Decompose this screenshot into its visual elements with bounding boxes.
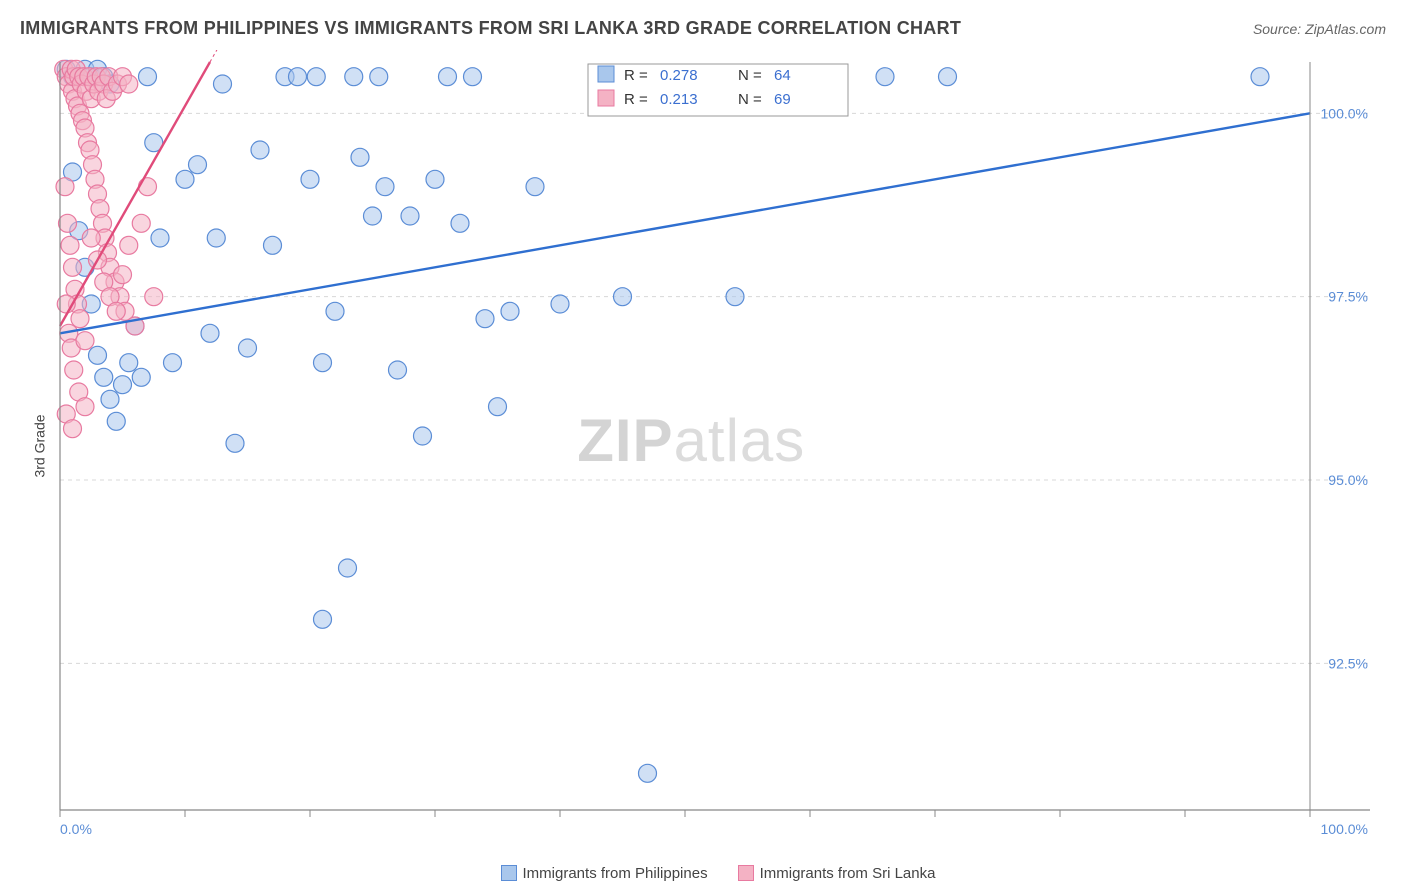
- data-point: [120, 236, 138, 254]
- data-point: [876, 68, 894, 86]
- data-point: [526, 178, 544, 196]
- legend-r-value: 0.213: [660, 91, 698, 108]
- plot-area: 92.5% 95.0% 97.5% 100.0% ZIPatlas 0.0% 100.0% R…: [50, 50, 1386, 852]
- data-point: [76, 332, 94, 350]
- data-point: [139, 68, 157, 86]
- data-point: [314, 354, 332, 372]
- data-point: [464, 68, 482, 86]
- y-tick-label: 100.0%: [1321, 105, 1368, 121]
- legend-r-label: R =: [624, 67, 648, 84]
- legend-label: Immigrants from Sri Lanka: [760, 865, 936, 882]
- data-point: [61, 236, 79, 254]
- watermark: ZIPatlas: [577, 407, 805, 474]
- data-point: [65, 361, 83, 379]
- x-axis-start-label: 0.0%: [60, 821, 92, 837]
- data-point: [114, 266, 132, 284]
- data-point: [164, 354, 182, 372]
- legend-swatch: [738, 865, 754, 881]
- data-point: [239, 339, 257, 357]
- data-point: [132, 368, 150, 386]
- y-tick-label: 92.5%: [1328, 655, 1368, 671]
- data-point: [64, 420, 82, 438]
- data-point: [176, 170, 194, 188]
- data-point: [139, 178, 157, 196]
- data-point: [339, 559, 357, 577]
- data-point: [726, 288, 744, 306]
- legend-n-value: 69: [774, 91, 791, 108]
- data-point: [95, 368, 113, 386]
- legend-label: Immigrants from Philippines: [523, 865, 708, 882]
- data-point: [1251, 68, 1269, 86]
- data-point: [351, 148, 369, 166]
- data-point: [501, 302, 519, 320]
- y-tick-label: 97.5%: [1328, 289, 1368, 305]
- data-point: [639, 764, 657, 782]
- data-point: [226, 434, 244, 452]
- data-point: [201, 324, 219, 342]
- data-point: [114, 376, 132, 394]
- data-point: [89, 346, 107, 364]
- data-point: [56, 178, 74, 196]
- data-point: [289, 68, 307, 86]
- data-point: [376, 178, 394, 196]
- data-point: [76, 398, 94, 416]
- source-label: Source: ZipAtlas.com: [1253, 21, 1386, 37]
- data-point: [207, 229, 225, 247]
- data-point: [264, 236, 282, 254]
- x-axis-end-label: 100.0%: [1321, 821, 1368, 837]
- data-point: [489, 398, 507, 416]
- legend-swatch: [598, 90, 614, 106]
- legend-swatch: [598, 66, 614, 82]
- bottom-legend: Immigrants from Philippines Immigrants fr…: [0, 865, 1406, 882]
- data-point: [251, 141, 269, 159]
- trend-line: [60, 113, 1310, 333]
- data-point: [132, 214, 150, 232]
- y-tick-label: 95.0%: [1328, 472, 1368, 488]
- chart-header: IMMIGRANTS FROM PHILIPPINES VS IMMIGRANT…: [20, 18, 1386, 39]
- data-point: [476, 310, 494, 328]
- scatter-chart: 92.5% 95.0% 97.5% 100.0% ZIPatlas 0.0% 100.0% R…: [50, 50, 1386, 840]
- data-point: [439, 68, 457, 86]
- data-point: [214, 75, 232, 93]
- data-point: [939, 68, 957, 86]
- data-point: [120, 75, 138, 93]
- legend-n-value: 64: [774, 67, 791, 84]
- data-point: [401, 207, 419, 225]
- data-point: [101, 390, 119, 408]
- data-point: [107, 412, 125, 430]
- data-point: [107, 302, 125, 320]
- data-point: [389, 361, 407, 379]
- legend-r-label: R =: [624, 91, 648, 108]
- data-point: [414, 427, 432, 445]
- legend-n-label: N =: [738, 91, 762, 108]
- data-point: [59, 214, 77, 232]
- data-point: [426, 170, 444, 188]
- data-point: [120, 354, 138, 372]
- y-axis-label: 3rd Grade: [32, 414, 48, 477]
- legend-n-label: N =: [738, 67, 762, 84]
- data-point: [189, 156, 207, 174]
- data-point: [326, 302, 344, 320]
- data-point: [151, 229, 169, 247]
- data-point: [145, 288, 163, 306]
- data-point: [551, 295, 569, 313]
- data-point: [307, 68, 325, 86]
- trend-line-ext: [210, 50, 248, 62]
- data-point: [82, 229, 100, 247]
- data-point: [364, 207, 382, 225]
- data-point: [451, 214, 469, 232]
- data-point: [314, 610, 332, 628]
- legend-r-value: 0.278: [660, 67, 698, 84]
- data-point: [71, 310, 89, 328]
- data-point: [370, 68, 388, 86]
- data-point: [345, 68, 363, 86]
- chart-title: IMMIGRANTS FROM PHILIPPINES VS IMMIGRANT…: [20, 18, 961, 39]
- data-point: [64, 258, 82, 276]
- data-point: [614, 288, 632, 306]
- legend-swatch: [501, 865, 517, 881]
- data-point: [301, 170, 319, 188]
